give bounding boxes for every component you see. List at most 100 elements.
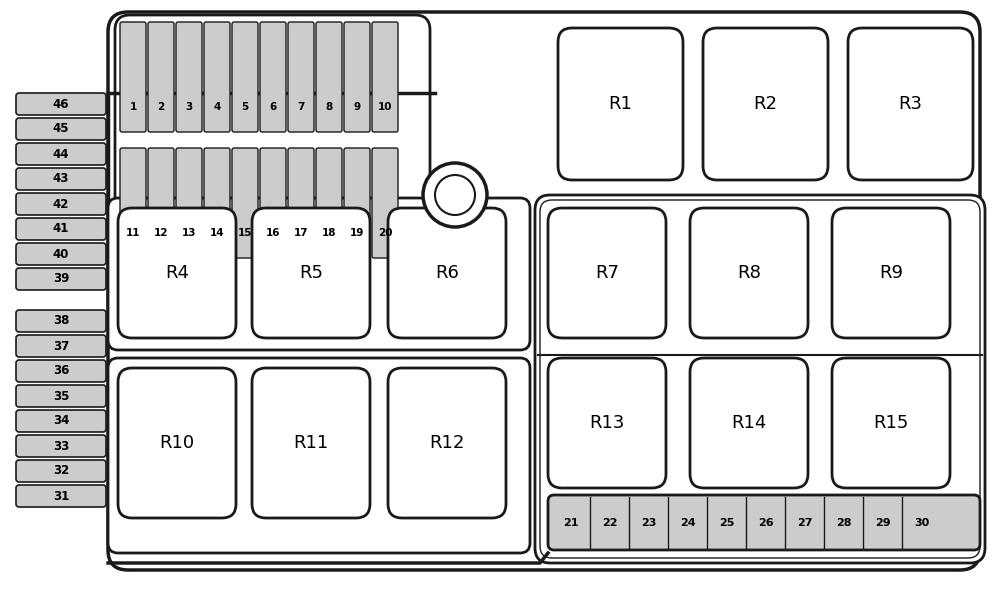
Text: R11: R11 (293, 434, 329, 452)
Text: 11: 11 (126, 228, 140, 238)
Text: 44: 44 (53, 147, 69, 161)
FancyBboxPatch shape (535, 195, 985, 563)
Text: 22: 22 (602, 518, 617, 527)
Text: 21: 21 (563, 518, 578, 527)
FancyBboxPatch shape (108, 198, 530, 350)
Text: 20: 20 (378, 228, 392, 238)
Text: 40: 40 (53, 247, 69, 261)
Text: 16: 16 (266, 228, 280, 238)
FancyBboxPatch shape (344, 22, 370, 132)
FancyBboxPatch shape (372, 148, 398, 258)
Text: 35: 35 (53, 389, 69, 403)
Text: 24: 24 (680, 518, 695, 527)
FancyBboxPatch shape (690, 208, 808, 338)
FancyBboxPatch shape (16, 435, 106, 457)
FancyBboxPatch shape (388, 368, 506, 518)
FancyBboxPatch shape (316, 148, 342, 258)
Text: 10: 10 (378, 102, 392, 112)
Text: R3: R3 (898, 95, 922, 113)
Text: 3: 3 (185, 102, 193, 112)
FancyBboxPatch shape (16, 143, 106, 165)
Text: R8: R8 (737, 264, 761, 282)
Text: 41: 41 (53, 223, 69, 235)
Text: 5: 5 (241, 102, 249, 112)
Text: 25: 25 (719, 518, 734, 527)
FancyBboxPatch shape (16, 93, 106, 115)
FancyBboxPatch shape (232, 22, 258, 132)
FancyBboxPatch shape (288, 22, 314, 132)
FancyBboxPatch shape (703, 28, 828, 180)
FancyBboxPatch shape (558, 28, 683, 180)
FancyBboxPatch shape (118, 208, 236, 338)
FancyBboxPatch shape (16, 218, 106, 240)
Text: R14: R14 (731, 414, 767, 432)
Text: 38: 38 (53, 314, 69, 327)
FancyBboxPatch shape (118, 368, 236, 518)
FancyBboxPatch shape (16, 360, 106, 382)
FancyBboxPatch shape (832, 358, 950, 488)
Circle shape (423, 163, 487, 227)
Text: R6: R6 (435, 264, 459, 282)
FancyBboxPatch shape (16, 485, 106, 507)
Text: 14: 14 (210, 228, 224, 238)
FancyBboxPatch shape (16, 335, 106, 357)
Text: 15: 15 (238, 228, 252, 238)
FancyBboxPatch shape (344, 148, 370, 258)
Text: 39: 39 (53, 273, 69, 285)
FancyBboxPatch shape (288, 148, 314, 258)
Text: R4: R4 (165, 264, 189, 282)
Text: 1: 1 (129, 102, 137, 112)
FancyBboxPatch shape (548, 495, 980, 550)
Text: 46: 46 (53, 98, 69, 111)
FancyBboxPatch shape (148, 22, 174, 132)
Text: R15: R15 (873, 414, 909, 432)
Text: 4: 4 (213, 102, 221, 112)
Text: 9: 9 (353, 102, 361, 112)
Text: 28: 28 (836, 518, 851, 527)
FancyBboxPatch shape (148, 148, 174, 258)
Text: R7: R7 (595, 264, 619, 282)
FancyBboxPatch shape (16, 410, 106, 432)
Text: 31: 31 (53, 489, 69, 503)
Text: R13: R13 (589, 414, 625, 432)
FancyBboxPatch shape (176, 148, 202, 258)
Text: 45: 45 (53, 122, 69, 135)
FancyBboxPatch shape (316, 22, 342, 132)
Text: 26: 26 (758, 518, 773, 527)
Text: 2: 2 (157, 102, 165, 112)
FancyBboxPatch shape (372, 22, 398, 132)
FancyBboxPatch shape (115, 15, 430, 285)
FancyBboxPatch shape (16, 385, 106, 407)
FancyBboxPatch shape (120, 22, 146, 132)
Text: 8: 8 (325, 102, 333, 112)
FancyBboxPatch shape (16, 168, 106, 190)
FancyBboxPatch shape (690, 358, 808, 488)
Text: 19: 19 (350, 228, 364, 238)
Text: R1: R1 (609, 95, 632, 113)
Text: R9: R9 (879, 264, 903, 282)
FancyBboxPatch shape (540, 200, 980, 558)
FancyBboxPatch shape (120, 148, 146, 258)
FancyBboxPatch shape (16, 310, 106, 332)
FancyBboxPatch shape (108, 358, 530, 553)
Text: 36: 36 (53, 364, 69, 377)
Text: 27: 27 (797, 518, 812, 527)
Text: 6: 6 (269, 102, 277, 112)
FancyBboxPatch shape (260, 22, 286, 132)
FancyBboxPatch shape (252, 208, 370, 338)
FancyBboxPatch shape (16, 243, 106, 265)
FancyBboxPatch shape (548, 208, 666, 338)
FancyBboxPatch shape (388, 208, 506, 338)
Text: R10: R10 (159, 434, 195, 452)
Text: 7: 7 (297, 102, 305, 112)
Text: 37: 37 (53, 340, 69, 353)
FancyBboxPatch shape (176, 22, 202, 132)
FancyBboxPatch shape (252, 368, 370, 518)
Text: 42: 42 (53, 197, 69, 211)
Text: 30: 30 (914, 518, 929, 527)
Text: R12: R12 (429, 434, 465, 452)
FancyBboxPatch shape (232, 148, 258, 258)
FancyBboxPatch shape (260, 148, 286, 258)
FancyBboxPatch shape (16, 118, 106, 140)
FancyBboxPatch shape (108, 12, 980, 570)
